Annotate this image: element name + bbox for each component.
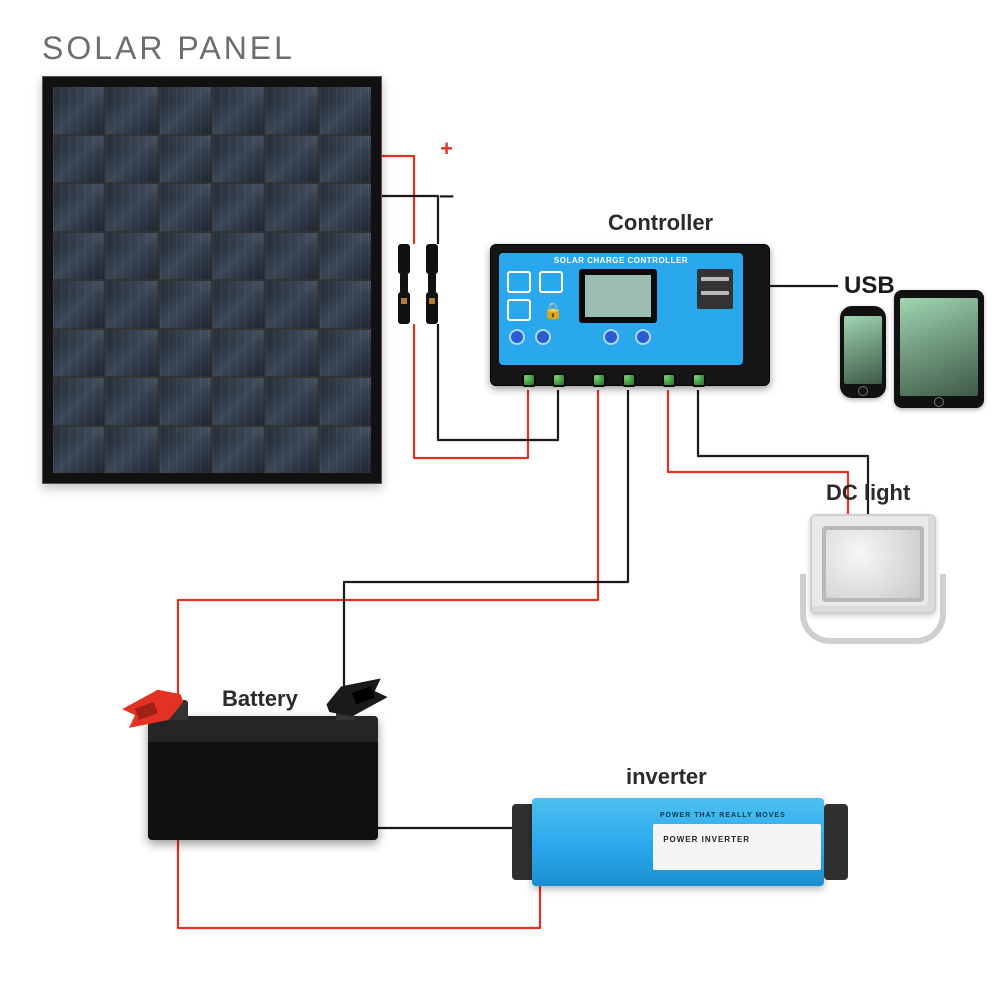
solar-cell: [266, 87, 317, 134]
solar-cell: [320, 427, 371, 474]
label-usb: USB: [844, 272, 895, 300]
solar-cell: [320, 233, 371, 280]
solar-cell: [266, 184, 317, 231]
controller-terminal: [622, 373, 636, 387]
inverter-brand: POWER INVERTER: [663, 835, 750, 844]
inverter-endcap-right: [824, 804, 848, 880]
solar-cell: [320, 184, 371, 231]
mc4-connector-pos: [395, 244, 413, 316]
controller-terminal: [552, 373, 566, 387]
solar-cell: [160, 184, 211, 231]
solar-cell: [53, 233, 104, 280]
solar-cell: [53, 378, 104, 425]
inverter-label-bar: [653, 824, 821, 870]
solar-cell: [106, 281, 157, 328]
solar-cell: [160, 87, 211, 134]
phone-home-button: [858, 386, 868, 396]
battery: [148, 716, 378, 840]
solar-panel-grid: [53, 87, 371, 473]
solar-cell: [106, 136, 157, 183]
solar-panel: [42, 76, 382, 484]
label-dc-light: DC light: [826, 480, 910, 506]
solar-cell: [213, 330, 264, 377]
alligator-clip-black-icon: [322, 671, 391, 725]
solar-cell: [213, 378, 264, 425]
wire-batt-to-inv-pos: [178, 840, 540, 928]
solar-cell: [213, 281, 264, 328]
solar-cell: [53, 136, 104, 183]
solar-cell: [160, 233, 211, 280]
controller-terminal: [592, 373, 606, 387]
solar-cell: [160, 378, 211, 425]
solar-cell: [160, 136, 211, 183]
solar-cell: [320, 330, 371, 377]
solar-cell: [320, 281, 371, 328]
inverter-tagline: POWER THAT REALLY MOVES: [660, 812, 786, 819]
solar-cell: [320, 136, 371, 183]
label-controller: Controller: [608, 210, 713, 236]
dc-light-lens: [822, 526, 924, 602]
inverter: POWER THAT REALLY MOVES POWER INVERTER: [512, 798, 848, 886]
label-inverter: inverter: [626, 764, 707, 790]
solar-cell: [320, 87, 371, 134]
polarity-plus-icon: +: [440, 138, 453, 163]
wire-ctrl-to-batt-neg: [344, 390, 628, 706]
solar-cell: [53, 87, 104, 134]
solar-cell: [53, 330, 104, 377]
solar-cell: [266, 427, 317, 474]
dc-light-head: [810, 514, 936, 614]
solar-cell: [266, 136, 317, 183]
solar-cell: [266, 330, 317, 377]
controller-terminals: [491, 245, 769, 385]
solar-cell: [213, 427, 264, 474]
solar-cell: [106, 330, 157, 377]
solar-cell: [106, 378, 157, 425]
solar-cell: [53, 427, 104, 474]
solar-cell: [266, 233, 317, 280]
controller-terminal: [522, 373, 536, 387]
controller-terminal: [662, 373, 676, 387]
wire-panel-neg-to-mc4: [382, 196, 438, 244]
solar-cell: [53, 281, 104, 328]
solar-cell: [213, 184, 264, 231]
dc-floodlight: [798, 514, 948, 664]
solar-cell: [160, 330, 211, 377]
solar-cell: [213, 87, 264, 134]
mc4-connector-neg: [423, 244, 441, 316]
solar-cell: [266, 281, 317, 328]
phone-icon: [840, 306, 886, 398]
polarity-minus-icon: —: [440, 184, 453, 209]
controller-terminal: [692, 373, 706, 387]
tablet-screen: [900, 298, 978, 396]
solar-cell: [266, 378, 317, 425]
solar-cell: [106, 427, 157, 474]
solar-cell: [160, 281, 211, 328]
tablet-icon: [894, 290, 984, 408]
solar-cell: [160, 427, 211, 474]
charge-controller: SOLAR CHARGE CONTROLLER 🔒: [490, 244, 770, 386]
phone-screen: [844, 316, 882, 384]
diagram-stage: SOLAR PANEL Controller USB DC light Batt…: [0, 0, 1000, 1000]
solar-cell: [53, 184, 104, 231]
solar-cell: [106, 184, 157, 231]
solar-cell: [106, 233, 157, 280]
label-battery: Battery: [222, 686, 298, 712]
solar-cell: [106, 87, 157, 134]
solar-cell: [213, 233, 264, 280]
solar-cell: [213, 136, 264, 183]
label-solar-panel: SOLAR PANEL: [42, 30, 295, 67]
tablet-home-button: [934, 397, 944, 407]
wire-panel-pos-to-mc4: [382, 156, 414, 244]
solar-cell: [320, 378, 371, 425]
